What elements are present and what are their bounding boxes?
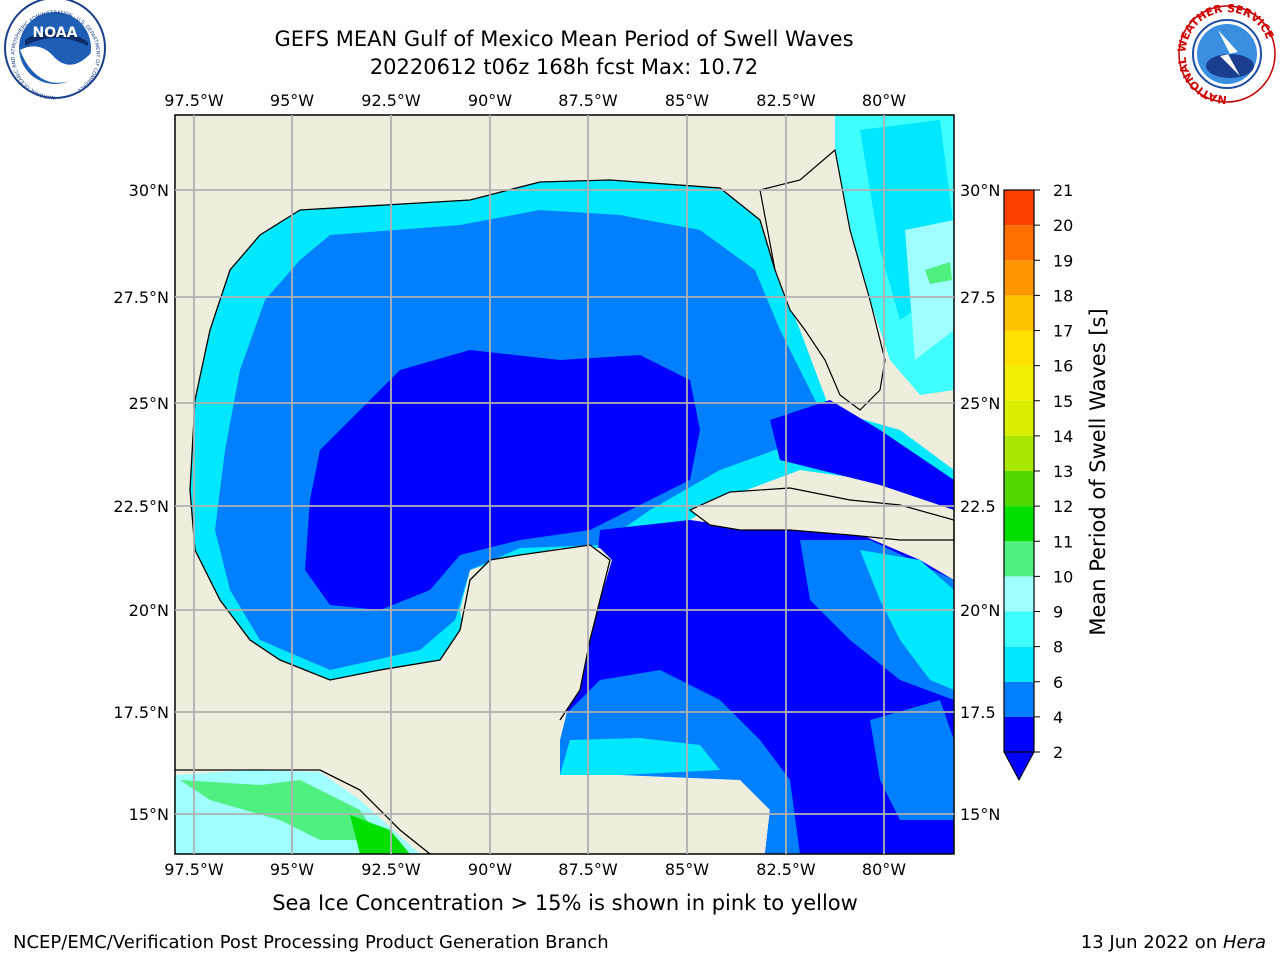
lat-label-right: 27.5 bbox=[960, 288, 996, 307]
colorbar-tick-label: 11 bbox=[1053, 532, 1073, 551]
footer-date-text: 13 Jun 2022 on bbox=[1080, 932, 1223, 953]
colorbar-segment bbox=[1004, 541, 1034, 577]
colorbar-segment bbox=[1004, 646, 1034, 682]
colorbar-segment bbox=[1004, 400, 1034, 436]
colorbar-tick-label: 4 bbox=[1053, 708, 1063, 727]
lon-label-bottom: 92.5°W bbox=[361, 860, 421, 879]
map-title: GEFS MEAN Gulf of Mexico Mean Period of … bbox=[274, 27, 854, 51]
colorbar-tick-label: 15 bbox=[1053, 392, 1073, 411]
lon-label-top: 97.5°W bbox=[164, 91, 224, 110]
graticule bbox=[175, 115, 954, 854]
lat-label-left: 27.5°N bbox=[113, 288, 169, 307]
colorbar-segment bbox=[1004, 295, 1034, 331]
gulf-coastline bbox=[299, 179, 776, 271]
lon-label-bottom: 95°W bbox=[270, 860, 314, 879]
svg-text:NOAA: NOAA bbox=[33, 25, 78, 41]
colorbar-segment bbox=[1004, 716, 1034, 752]
colorbar-segment bbox=[1004, 611, 1034, 647]
colorbar-segment bbox=[1004, 506, 1034, 542]
lat-label-right: 20°N bbox=[960, 601, 1000, 620]
florida-land bbox=[759, 148, 886, 411]
map-frame bbox=[174, 114, 955, 855]
colorbar-segment bbox=[1004, 225, 1034, 261]
lon-label-top: 90°W bbox=[468, 91, 512, 110]
colorbar-tick-label: 14 bbox=[1053, 427, 1073, 446]
gulf-deep-water bbox=[305, 350, 700, 610]
lon-label-bottom: 97.5°W bbox=[164, 860, 224, 879]
colorbar-segment bbox=[1004, 330, 1034, 366]
lat-label-right: 15°N bbox=[960, 805, 1000, 824]
lon-label-top: 85°W bbox=[665, 91, 709, 110]
lat-label-left: 17.5°N bbox=[113, 703, 169, 722]
cuba-land bbox=[688, 487, 954, 541]
footer-date: 13 Jun 2022 on Hera bbox=[1081, 932, 1266, 953]
colorbar-segment bbox=[1004, 681, 1034, 717]
colorbar-tick-label: 20 bbox=[1053, 216, 1073, 235]
lon-label-bottom: 80°W bbox=[862, 860, 906, 879]
sea-ice-note: Sea Ice Concentration > 15% is shown in … bbox=[272, 891, 858, 915]
lat-label-left: 25°N bbox=[129, 394, 169, 413]
nws-logo: NATIONAL WEATHER SERVICE bbox=[1175, 2, 1276, 106]
lon-label-top: 82.5°W bbox=[756, 91, 816, 110]
colorbar-tick-label: 2 bbox=[1053, 743, 1063, 762]
colorbar-segment bbox=[1004, 471, 1034, 507]
lat-label-left: 30°N bbox=[129, 181, 169, 200]
map-subtitle-run: 20220612 t06z 168h fcst Max: 10.72 bbox=[369, 55, 759, 79]
lon-label-bottom: 85°W bbox=[665, 860, 709, 879]
colorbar-segment bbox=[1004, 435, 1034, 471]
colorbar-tick-label: 17 bbox=[1053, 322, 1073, 341]
lat-label-right: 22.5 bbox=[960, 497, 996, 516]
colorbar-extend-min bbox=[1003, 751, 1035, 782]
noaa-logo: NOAA NATIONAL OCEANIC AND ATMOSPHERIC AD… bbox=[4, 0, 106, 100]
lon-label-bottom: 90°W bbox=[468, 860, 512, 879]
colorbar-label: Mean Period of Swell Waves [s] bbox=[1086, 308, 1110, 635]
lon-label-top: 95°W bbox=[270, 91, 314, 110]
lon-label-top: 92.5°W bbox=[361, 91, 421, 110]
lat-label-left: 15°N bbox=[129, 805, 169, 824]
lat-label-right: 25°N bbox=[960, 394, 1000, 413]
colorbar-tick-label: 6 bbox=[1053, 673, 1063, 692]
colorbar-tick-label: 12 bbox=[1053, 497, 1073, 516]
colorbar-tick-label: 21 bbox=[1053, 181, 1073, 200]
lat-label-right: 30°N bbox=[960, 181, 1000, 200]
colorbar-tick-label: 16 bbox=[1053, 357, 1073, 376]
colorbar-segment bbox=[1004, 365, 1034, 401]
colorbar: 2 4 6 8 9 10 11 12 13 14 15 16 17 18 19 20 21 bbox=[1003, 181, 1073, 782]
colorbar-tick-label: 13 bbox=[1053, 462, 1073, 481]
colorbar-tick-label: 18 bbox=[1053, 286, 1073, 305]
lon-label-bottom: 87.5°W bbox=[558, 860, 618, 879]
colorbar-segment bbox=[1004, 190, 1034, 226]
lon-label-top: 87.5°W bbox=[558, 91, 618, 110]
graticule-labels: 97.5°W 97.5°W 95°W 95°W 92.5°W 92.5°W 90°W 90°W… bbox=[113, 91, 1000, 879]
lat-label-left: 22.5°N bbox=[113, 497, 169, 516]
lat-label-right: 17.5 bbox=[960, 703, 996, 722]
footer-host: Hera bbox=[1222, 932, 1266, 953]
colorbar-segment bbox=[1004, 260, 1034, 296]
lat-label-left: 20°N bbox=[129, 601, 169, 620]
lon-label-bottom: 82.5°W bbox=[756, 860, 816, 879]
colorbar-tick-label: 8 bbox=[1053, 638, 1063, 657]
footer-credit: NCEP/EMC/Verification Post Processing Pr… bbox=[13, 932, 609, 953]
colorbar-tick-label: 10 bbox=[1053, 567, 1073, 586]
lon-label-top: 80°W bbox=[862, 91, 906, 110]
colorbar-tick-label: 9 bbox=[1053, 603, 1063, 622]
colorbar-segment bbox=[1004, 576, 1034, 612]
colorbar-tick-label: 19 bbox=[1053, 251, 1073, 270]
